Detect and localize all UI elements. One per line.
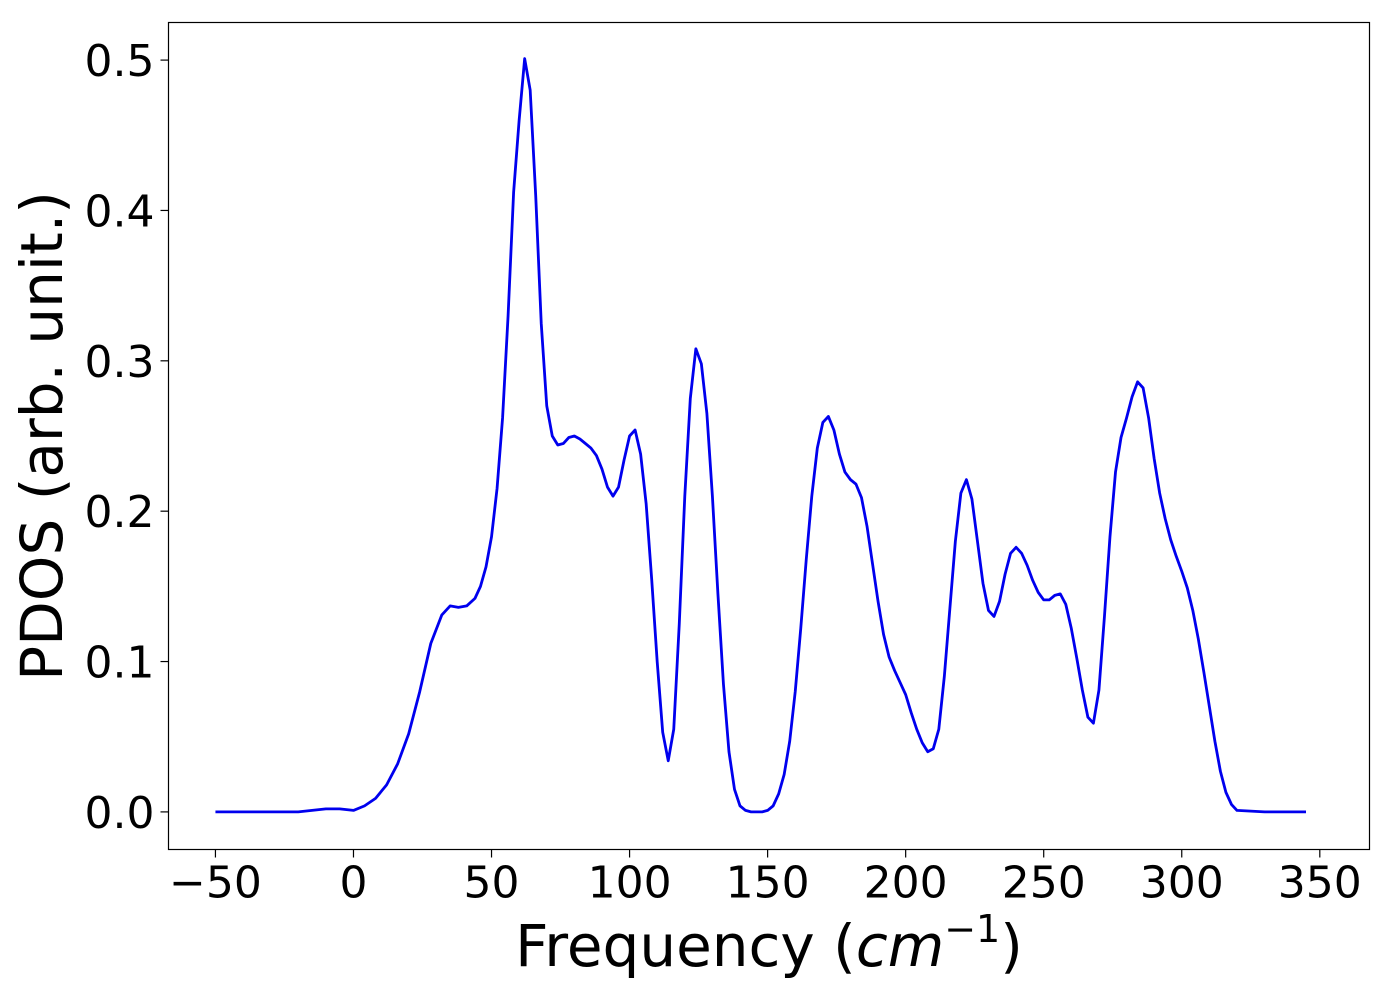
y-tick-label: 0.4	[85, 186, 155, 237]
x-tick-label: 150	[726, 858, 810, 909]
plot-layer	[215, 57, 1306, 814]
y-axis-label: PDOS (arb. unit.)	[8, 191, 76, 681]
y-tick-label: 0.3	[85, 337, 155, 388]
x-axis-label: Frequency (cm−1)	[515, 907, 1023, 980]
x-axis-label-exponent: −1	[944, 907, 1000, 951]
x-tick-label: 100	[588, 858, 672, 909]
y-tick-label: 0.1	[85, 638, 155, 689]
x-tick-label: 350	[1278, 858, 1362, 909]
x-tick-label: 0	[339, 858, 367, 909]
x-axis-label-close: )	[1000, 912, 1023, 980]
x-tick-label: 300	[1140, 858, 1224, 909]
x-axis-ticks: −50 0 50 100 150 200 250 300 350	[169, 849, 1362, 909]
y-tick-label: 0.2	[85, 487, 155, 538]
x-tick-label: 250	[1002, 858, 1086, 909]
x-tick-label: 200	[864, 858, 948, 909]
series-line-0	[215, 57, 1306, 814]
x-tick-label: 50	[464, 858, 520, 909]
x-axis-label-text: Frequency (	[515, 912, 856, 980]
y-axis-ticks: 0.0 0.1 0.2 0.3 0.4 0.5	[85, 36, 169, 839]
x-tick-label: −50	[169, 858, 262, 909]
y-tick-label: 0.0	[85, 788, 155, 839]
y-tick-label: 0.5	[85, 36, 155, 87]
x-axis-label-unit: cm	[856, 912, 944, 980]
plot-frame	[167, 21, 1371, 851]
